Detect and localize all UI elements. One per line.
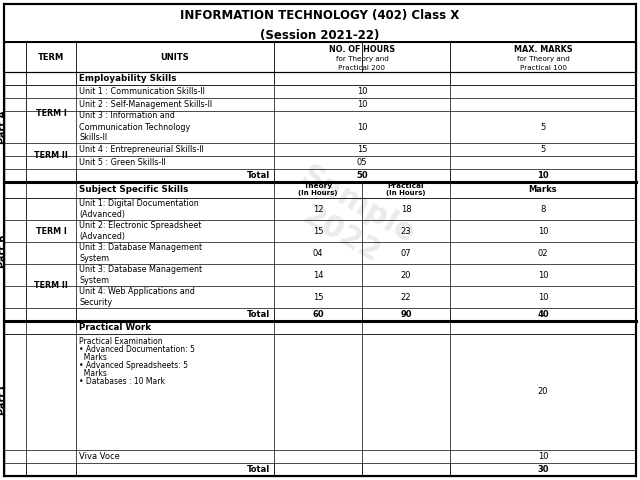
Text: Unit 3 : Information and: Unit 3 : Information and <box>79 111 175 120</box>
Text: 15: 15 <box>313 227 323 236</box>
Text: • Advanced Spreadsheets: 5: • Advanced Spreadsheets: 5 <box>79 361 188 370</box>
Text: (Session 2021-22): (Session 2021-22) <box>260 28 380 41</box>
Text: Security: Security <box>79 298 112 307</box>
Text: Unit 1: Digital Documentation: Unit 1: Digital Documentation <box>79 199 199 208</box>
Text: MAX. MARKS: MAX. MARKS <box>514 45 572 53</box>
Text: Total: Total <box>247 465 270 474</box>
Text: Unit 1 : Communication Skills-II: Unit 1 : Communication Skills-II <box>79 87 205 96</box>
Text: 10: 10 <box>356 87 367 96</box>
Text: Sample
2022: Sample 2022 <box>279 161 420 279</box>
Text: 10: 10 <box>356 100 367 109</box>
Text: Unit 2: Electronic Spreadsheet: Unit 2: Electronic Spreadsheet <box>79 221 202 230</box>
Text: (In Hours): (In Hours) <box>387 190 426 196</box>
Text: 60: 60 <box>312 310 324 319</box>
Text: 02: 02 <box>538 249 548 257</box>
Text: Marks: Marks <box>529 185 557 194</box>
Text: 05: 05 <box>356 158 367 167</box>
Text: NO. OF HOURS: NO. OF HOURS <box>329 45 395 53</box>
Text: Practical 200: Practical 200 <box>339 65 385 71</box>
Text: 40: 40 <box>537 310 549 319</box>
Text: Practical Examination: Practical Examination <box>79 336 163 346</box>
Text: Part A: Part A <box>0 110 8 144</box>
Text: TERM I: TERM I <box>36 109 67 119</box>
Text: Part B: Part B <box>0 235 8 268</box>
Text: Communication Technology: Communication Technology <box>79 122 190 132</box>
Text: INFORMATION TECHNOLOGY (402) Class X: INFORMATION TECHNOLOGY (402) Class X <box>180 10 460 23</box>
Text: Unit 3: Database Management: Unit 3: Database Management <box>79 265 202 274</box>
Text: Part C: Part C <box>0 382 8 415</box>
Text: (In Hours): (In Hours) <box>298 190 338 196</box>
Text: 22: 22 <box>401 292 412 301</box>
Text: 20: 20 <box>401 271 412 279</box>
Text: Subject Specific Skills: Subject Specific Skills <box>79 185 188 194</box>
Text: Unit 2 : Self-Management Skills-II: Unit 2 : Self-Management Skills-II <box>79 100 212 109</box>
Text: Skills-II: Skills-II <box>79 133 107 143</box>
Text: System: System <box>79 276 109 285</box>
Text: Unit 3: Database Management: Unit 3: Database Management <box>79 243 202 252</box>
Text: (Advanced): (Advanced) <box>79 232 125 241</box>
Text: 07: 07 <box>401 249 412 257</box>
Text: • Advanced Documentation: 5: • Advanced Documentation: 5 <box>79 345 195 354</box>
Text: 04: 04 <box>313 249 323 257</box>
Text: for Theory and: for Theory and <box>516 56 570 62</box>
Text: Practical: Practical <box>388 183 424 189</box>
Text: (Advanced): (Advanced) <box>79 210 125 219</box>
Text: Practical Work: Practical Work <box>79 323 151 332</box>
Bar <box>4 4 636 42</box>
Text: TERM II: TERM II <box>34 281 68 290</box>
Bar <box>4 42 636 72</box>
Text: TERM: TERM <box>38 52 64 61</box>
Text: UNITS: UNITS <box>161 52 189 61</box>
Text: 14: 14 <box>313 271 323 279</box>
Text: 50: 50 <box>356 171 368 180</box>
Text: 90: 90 <box>400 310 412 319</box>
Text: TERM I: TERM I <box>36 227 67 236</box>
Text: 23: 23 <box>401 227 412 236</box>
Text: 10: 10 <box>538 227 548 236</box>
Text: Viva Voce: Viva Voce <box>79 452 120 461</box>
Text: Marks: Marks <box>79 369 107 378</box>
Text: 10: 10 <box>356 122 367 132</box>
Text: 30: 30 <box>537 465 548 474</box>
Text: 20: 20 <box>538 387 548 396</box>
Text: Unit 4 : Entrepreneurial Skills-II: Unit 4 : Entrepreneurial Skills-II <box>79 145 204 154</box>
Text: 8: 8 <box>540 204 546 214</box>
Text: Employability Skills: Employability Skills <box>79 74 177 83</box>
Text: TERM II: TERM II <box>34 152 68 160</box>
Text: Unit 5 : Green Skills-II: Unit 5 : Green Skills-II <box>79 158 166 167</box>
Text: 15: 15 <box>356 145 367 154</box>
Text: Unit 4: Web Applications and: Unit 4: Web Applications and <box>79 287 195 296</box>
Text: Marks: Marks <box>79 353 107 362</box>
Text: 15: 15 <box>313 292 323 301</box>
Text: 12: 12 <box>313 204 323 214</box>
Text: 5: 5 <box>540 145 546 154</box>
Text: 10: 10 <box>538 452 548 461</box>
Text: for Theory and: for Theory and <box>335 56 388 62</box>
Text: Theory: Theory <box>303 183 333 189</box>
Text: Total: Total <box>247 310 270 319</box>
Text: 10: 10 <box>537 171 549 180</box>
Text: • Databases : 10 Mark: • Databases : 10 Mark <box>79 377 165 386</box>
Text: 5: 5 <box>540 122 546 132</box>
Text: Practical 100: Practical 100 <box>520 65 566 71</box>
Text: Total: Total <box>247 171 270 180</box>
Text: 10: 10 <box>538 271 548 279</box>
Text: System: System <box>79 254 109 263</box>
Text: 10: 10 <box>538 292 548 301</box>
Text: 18: 18 <box>401 204 412 214</box>
